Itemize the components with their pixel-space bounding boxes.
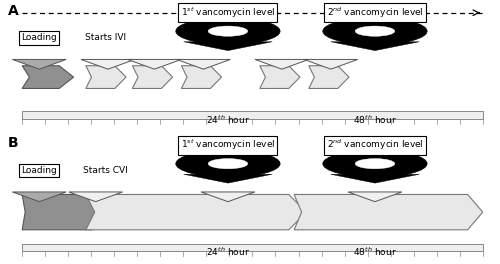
Bar <box>22 111 482 119</box>
Circle shape <box>176 18 280 45</box>
Text: $48^{th}$ hour: $48^{th}$ hour <box>353 246 397 258</box>
Circle shape <box>323 150 427 177</box>
Text: $24^{th}$ hour: $24^{th}$ hour <box>206 113 250 126</box>
Circle shape <box>208 159 248 169</box>
Circle shape <box>176 150 280 177</box>
Text: B: B <box>8 136 18 150</box>
Polygon shape <box>255 59 309 69</box>
Polygon shape <box>176 59 231 69</box>
Polygon shape <box>201 192 255 202</box>
Polygon shape <box>184 42 272 51</box>
Polygon shape <box>12 59 66 69</box>
Circle shape <box>355 159 395 169</box>
Text: $24^{th}$ hour: $24^{th}$ hour <box>206 246 250 258</box>
Polygon shape <box>304 59 358 69</box>
Polygon shape <box>184 174 272 183</box>
Text: Loading: Loading <box>22 34 57 43</box>
Polygon shape <box>22 66 74 88</box>
Polygon shape <box>294 195 483 230</box>
Polygon shape <box>260 66 300 88</box>
Text: Starts CVI: Starts CVI <box>83 166 128 175</box>
Polygon shape <box>330 42 420 51</box>
Text: $48^{th}$ hour: $48^{th}$ hour <box>353 113 397 126</box>
Text: $2^{nd}$ vancomycin level: $2^{nd}$ vancomycin level <box>326 6 424 20</box>
Bar <box>22 244 482 251</box>
Text: $2^{nd}$ vancomycin level: $2^{nd}$ vancomycin level <box>326 138 424 152</box>
Polygon shape <box>128 59 182 69</box>
Polygon shape <box>330 174 420 183</box>
Polygon shape <box>68 192 122 202</box>
Text: $1^{st}$ vancomycin level: $1^{st}$ vancomycin level <box>180 6 275 20</box>
Circle shape <box>355 26 395 36</box>
Text: $1^{st}$ vancomycin level: $1^{st}$ vancomycin level <box>180 138 275 152</box>
Polygon shape <box>132 66 172 88</box>
Text: A: A <box>8 4 18 18</box>
Polygon shape <box>22 195 98 230</box>
Text: Starts IVI: Starts IVI <box>85 34 126 43</box>
Circle shape <box>208 26 248 36</box>
Polygon shape <box>86 66 126 88</box>
Text: Loading: Loading <box>22 166 57 175</box>
Polygon shape <box>81 59 135 69</box>
Polygon shape <box>182 66 222 88</box>
Polygon shape <box>86 195 306 230</box>
Circle shape <box>323 18 427 45</box>
Polygon shape <box>348 192 402 202</box>
Polygon shape <box>12 192 66 202</box>
Polygon shape <box>309 66 349 88</box>
